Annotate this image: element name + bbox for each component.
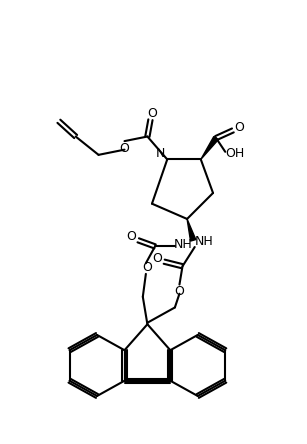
- Text: OH: OH: [225, 147, 245, 160]
- Text: NH: NH: [195, 235, 213, 248]
- Text: O: O: [153, 251, 162, 265]
- Text: O: O: [119, 142, 130, 155]
- Text: O: O: [147, 107, 157, 119]
- Text: O: O: [234, 121, 244, 134]
- Text: O: O: [126, 230, 136, 243]
- Text: NH: NH: [174, 238, 193, 251]
- Polygon shape: [187, 219, 196, 241]
- Text: O: O: [142, 261, 152, 274]
- Text: N: N: [156, 147, 165, 160]
- Text: O: O: [174, 285, 185, 298]
- Polygon shape: [201, 136, 218, 159]
